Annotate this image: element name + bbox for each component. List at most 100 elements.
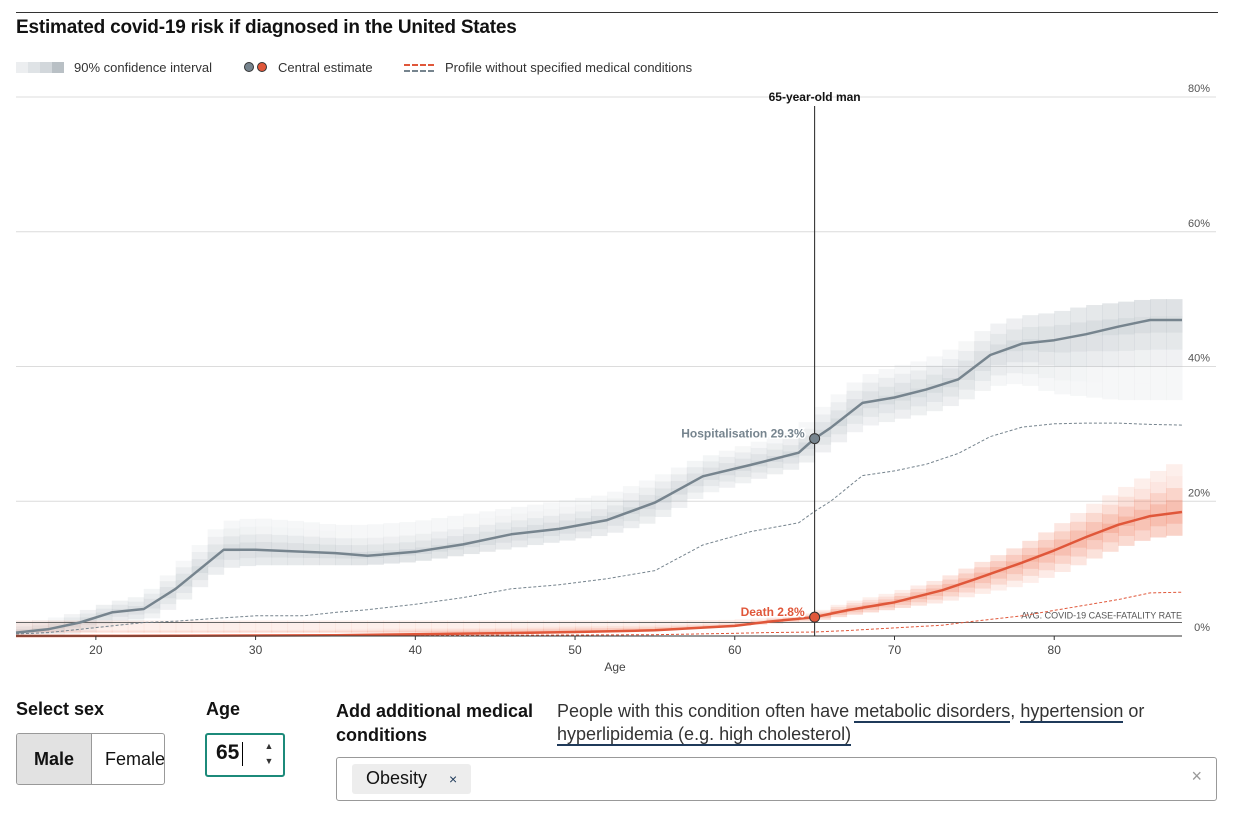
ci-cell: [303, 628, 320, 631]
ci-cell: [1150, 493, 1167, 505]
ci-cell: [527, 531, 544, 539]
ci-cell: [223, 620, 241, 623]
ci-cell: [718, 450, 736, 457]
ci-cell: [16, 624, 33, 627]
ci-cell: [111, 600, 129, 605]
ci-cell: [207, 626, 225, 629]
ci-cell: [95, 616, 113, 621]
ci-cell: [1022, 338, 1039, 351]
ci-cell: [926, 595, 943, 600]
ci-cell: [1038, 532, 1055, 540]
ci-cell: [974, 577, 991, 584]
ci-cell: [798, 449, 816, 456]
ci-cell: [1006, 567, 1023, 575]
link-metabolic-disorders[interactable]: metabolic disorders: [854, 701, 1011, 723]
ci-cell: [511, 527, 528, 534]
ci-cell: [958, 582, 975, 588]
ci-cell: [1166, 476, 1183, 489]
ci-cell: [622, 500, 640, 508]
ci-cell: [686, 625, 704, 627]
ci-cell: [894, 373, 911, 383]
ci-cell: [926, 584, 943, 589]
ci-cell: [447, 549, 464, 557]
ci-swatch-icon: [16, 62, 64, 73]
ci-cell: [1070, 547, 1087, 557]
ci-cell: [958, 370, 975, 380]
ci-cell: [575, 531, 592, 539]
ci-cell: [591, 628, 608, 631]
ci-cell: [1118, 526, 1135, 537]
sex-option-female[interactable]: Female: [105, 749, 165, 769]
age-value: 65: [216, 741, 240, 764]
ci-cell: [63, 630, 81, 633]
central-line-death: [15, 510, 1183, 638]
ci-cell: [926, 374, 943, 384]
ci-cell: [383, 628, 400, 631]
ci-cell: [990, 365, 1007, 376]
ci-cell: [974, 567, 991, 573]
age-input[interactable]: 65 ▲ ▼: [205, 733, 285, 777]
ci-cell: [495, 624, 512, 627]
ci-cell: [974, 341, 991, 352]
ci-cell: [447, 626, 464, 629]
remove-tag-icon[interactable]: ×: [449, 771, 458, 787]
ci-cell: [143, 624, 161, 627]
ci-cell: [255, 630, 273, 633]
ci-cell: [1086, 366, 1103, 383]
spin-up-icon[interactable]: ▲: [264, 741, 274, 751]
estimate-label-hospitalisation: Hospitalisation 29.3%: [681, 427, 805, 441]
ci-cell: [63, 614, 81, 618]
ci-cell: [814, 613, 832, 615]
ci-cell: [591, 495, 608, 503]
ci-cell: [878, 404, 895, 414]
ci-cell: [255, 622, 273, 625]
ci-cell: [670, 481, 688, 488]
ci-cell: [814, 618, 832, 620]
ci-cell: [383, 622, 400, 625]
ci-cell: [335, 551, 352, 559]
ci-cell: [31, 633, 49, 636]
ci-cell: [31, 622, 49, 626]
ci-cell: [766, 437, 784, 444]
ci-cell: [367, 622, 384, 625]
ci-cell: [670, 474, 688, 482]
ci-cell: [63, 617, 81, 621]
ci-cell: [511, 533, 528, 541]
conditions-select[interactable]: Obesity × ×: [336, 757, 1217, 801]
ci-cell: [1166, 299, 1183, 316]
ci-cell: [1054, 555, 1071, 564]
ci-cell: [686, 473, 704, 480]
ci-cell: [335, 630, 352, 633]
ci-cell: [638, 509, 656, 517]
ci-cell: [383, 529, 400, 537]
ci-cell: [479, 545, 496, 552]
ci-cell: [95, 604, 113, 609]
ci-cell: [559, 628, 576, 631]
age-stepper[interactable]: ▲ ▼: [261, 739, 277, 771]
link-hypertension[interactable]: hypertension: [1020, 701, 1124, 723]
ci-cell: [207, 624, 225, 627]
ci-cell: [175, 567, 193, 574]
ci-cell: [654, 620, 672, 623]
ci-cell: [495, 620, 512, 623]
ci-cell: [447, 522, 464, 530]
ci-cell: [287, 628, 305, 631]
link-hyperlipidemia[interactable]: hyperlipidemia (e.g. high cholesterol): [557, 724, 852, 746]
ci-cell: [287, 520, 305, 529]
ci-cell: [303, 624, 320, 627]
x-tick-label: 50: [568, 643, 582, 657]
spin-down-icon[interactable]: ▼: [264, 756, 274, 766]
ci-cell: [415, 527, 432, 534]
clear-icon[interactable]: ×: [1191, 766, 1202, 786]
ci-cell: [239, 628, 257, 631]
ci-cell: [127, 628, 145, 631]
ci-cell: [287, 624, 305, 627]
ci-cell: [942, 583, 959, 588]
ci-cell: [814, 437, 832, 445]
ci-cell: [1086, 512, 1103, 523]
sex-option-male[interactable]: Male: [17, 734, 92, 784]
ci-cell: [718, 475, 736, 482]
ci-cell: [415, 540, 432, 548]
ci-cell: [511, 630, 528, 633]
ci-cell: [559, 622, 576, 625]
